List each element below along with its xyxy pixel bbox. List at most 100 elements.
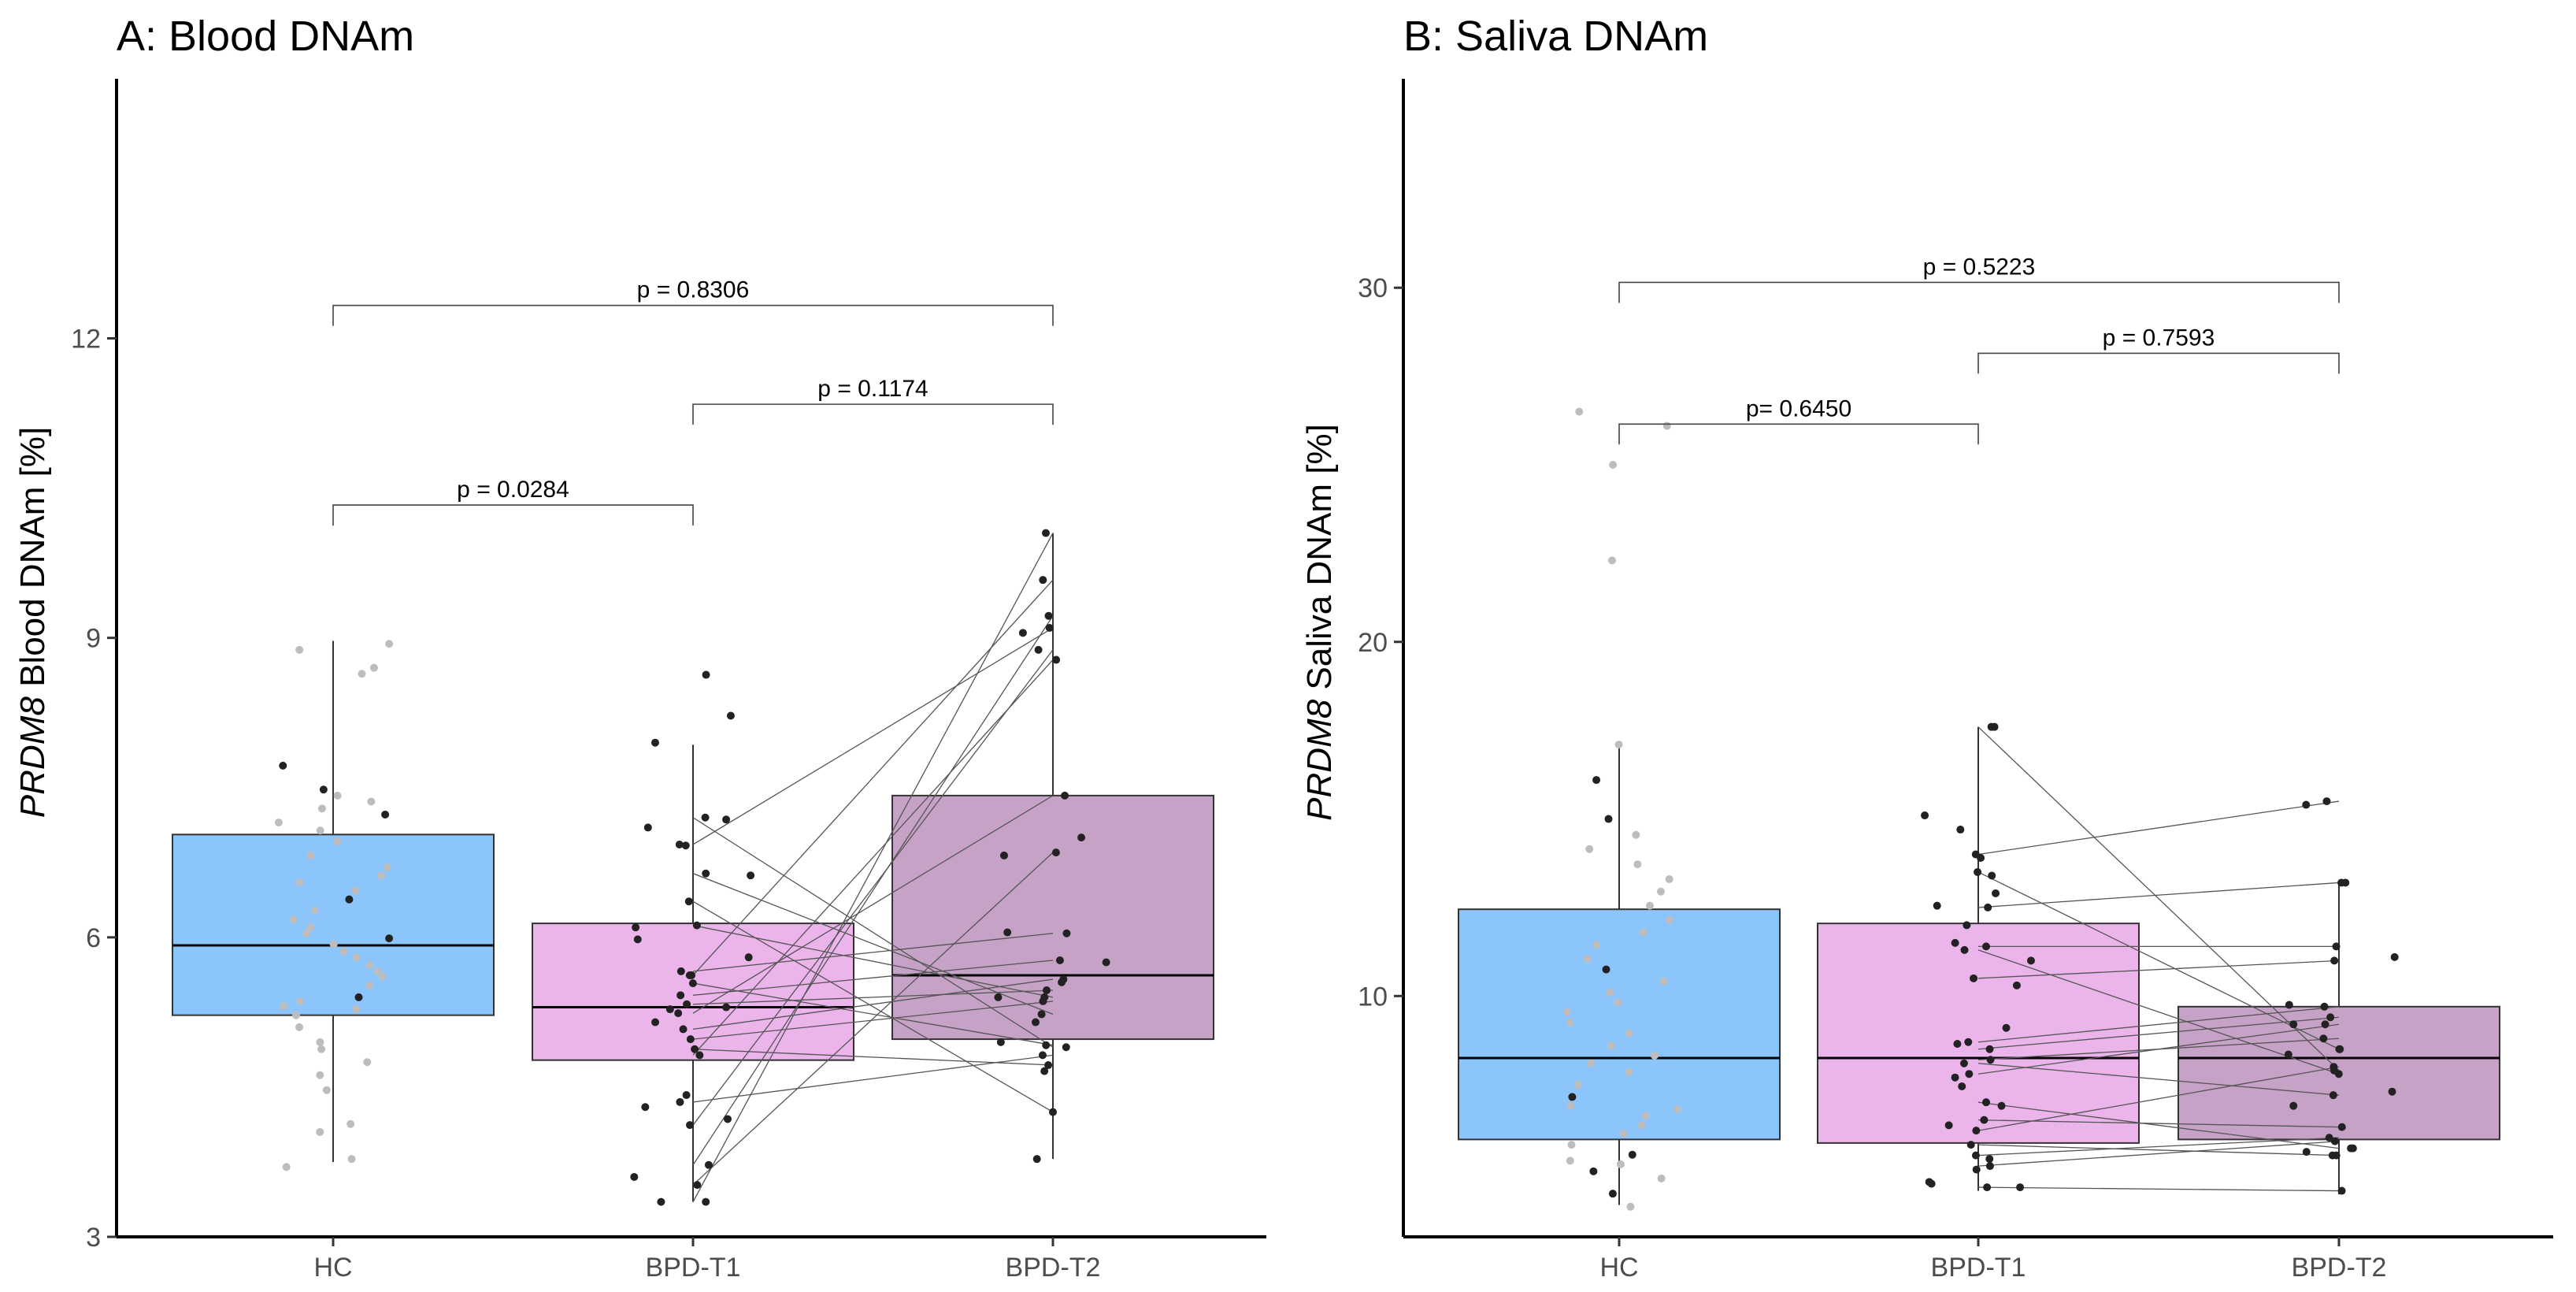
data-point-HC [1562,1008,1571,1016]
data-point-HC [316,1071,324,1079]
data-point-BPD-T1 [2026,956,2035,965]
data-point-BPD-T1 [1997,1101,2006,1110]
data-point-BPD-T1 [1956,826,1965,834]
data-point-paired [676,967,685,975]
data-point-paired [1966,1141,1975,1149]
data-point-paired [1062,929,1071,937]
data-point-paired [1971,850,1980,859]
data-point-paired [1959,1059,1968,1067]
data-point-BPD-T1 [641,1103,650,1112]
data-point-HC [1602,965,1610,974]
data-point-paired [2320,1002,2329,1011]
data-point-paired [676,991,685,1000]
box-HC [1458,908,1781,1141]
panel-title-blood: A: Blood DNAm [117,13,414,60]
data-point-BPD-T1 [2002,1023,2011,1032]
data-point-HC [1587,1059,1596,1067]
data-point-BPD-T1 [1944,1121,1953,1130]
data-point-HC [1632,830,1640,839]
data-point-paired [693,1181,702,1190]
data-point-HC [317,1045,326,1053]
data-point-HC [292,1011,301,1019]
p-value-label: p = 0.8306 [637,277,750,303]
data-point-BPD-T2 [1077,833,1086,842]
data-point-BPD-T2 [994,993,1003,1001]
data-point-HC [385,640,394,648]
data-point-paired [1061,791,1069,800]
data-point-HC [365,961,374,970]
data-point-HC [1608,1190,1617,1198]
significance-bracket [1618,423,1979,445]
data-point-paired [1987,722,1996,731]
data-point-BPD-T1 [1958,1082,1966,1090]
data-point-HC [381,810,390,819]
data-point-BPD-T1 [747,871,755,880]
data-point-paired [2347,1144,2355,1153]
data-point-paired [1986,1056,1995,1064]
data-point-HC [352,953,361,962]
data-point-paired [1039,997,1047,1005]
data-point-HC [1614,741,1623,749]
data-point-HC [1616,1160,1625,1168]
data-point-paired [692,921,701,930]
data-point-paired [704,1160,713,1169]
data-point-paired [2321,1020,2330,1029]
box-BPD-T1 [1817,923,2140,1144]
data-point-BPD-T2 [2390,952,2399,961]
paired-line [692,659,1054,1056]
data-point-HC [295,1023,304,1031]
paired-line [1977,726,2340,1071]
data-point-paired [684,897,693,906]
data-point-paired [1038,1051,1047,1060]
paired-line [1977,1006,2340,1043]
p-value-label: p = 0.0284 [457,477,569,503]
data-point-HC [378,972,387,981]
paired-line [692,615,1054,1166]
data-point-paired [1970,974,1978,982]
paired-line [692,978,1054,1030]
data-point-BPD-T1 [657,1197,665,1206]
data-point-BPD-T2 [1032,1018,1040,1027]
data-point-HC [289,915,298,924]
data-point-HC [354,993,363,1001]
data-point-BPD-T1 [633,935,642,944]
data-point-BPD-T1 [2016,1183,2025,1192]
data-point-BPD-T2 [996,1038,1005,1046]
data-point-BPD-T1 [651,1018,660,1027]
data-point-paired [1965,1070,1974,1079]
paired-line [692,933,1054,972]
data-point-paired [1037,1010,1046,1019]
data-point-HC [1639,928,1648,937]
data-point-paired [683,1000,691,1008]
data-point-HC [345,895,354,904]
data-point-BPD-T1 [1972,1165,1981,1174]
data-point-paired [1981,942,1990,951]
data-point-BPD-T2 [1018,629,1027,637]
data-point-HC [1585,845,1594,853]
data-point-paired [701,813,710,822]
data-point-HC [1567,1141,1576,1149]
data-point-HC [296,997,305,1005]
data-point-BPD-T1 [723,1115,732,1123]
data-point-HC [358,670,366,678]
data-point-paired [1972,1127,1981,1135]
data-point-HC [316,826,324,835]
data-point-paired [1971,1151,1980,1160]
panel-title-saliva: B: Saliva DNAm [1403,13,1708,60]
paired-line [692,900,1054,1113]
data-point-BPD-T1 [632,923,640,932]
data-point-HC [306,923,315,932]
data-point-HC [295,878,304,887]
p-value-label: p = 0.7593 [2103,325,2215,351]
paired-line [1977,1137,2340,1156]
data-point-paired [2326,1013,2335,1022]
data-point-BPD-T1 [1951,938,1959,947]
y-tick-label: 3 [86,1223,101,1253]
data-point-paired [2325,1134,2333,1142]
x-tick-label: BPD-T1 [646,1253,741,1283]
data-point-paired [685,971,694,979]
data-point-paired [2322,797,2331,806]
data-point-paired [674,1009,683,1018]
data-point-HC [1628,1150,1636,1159]
